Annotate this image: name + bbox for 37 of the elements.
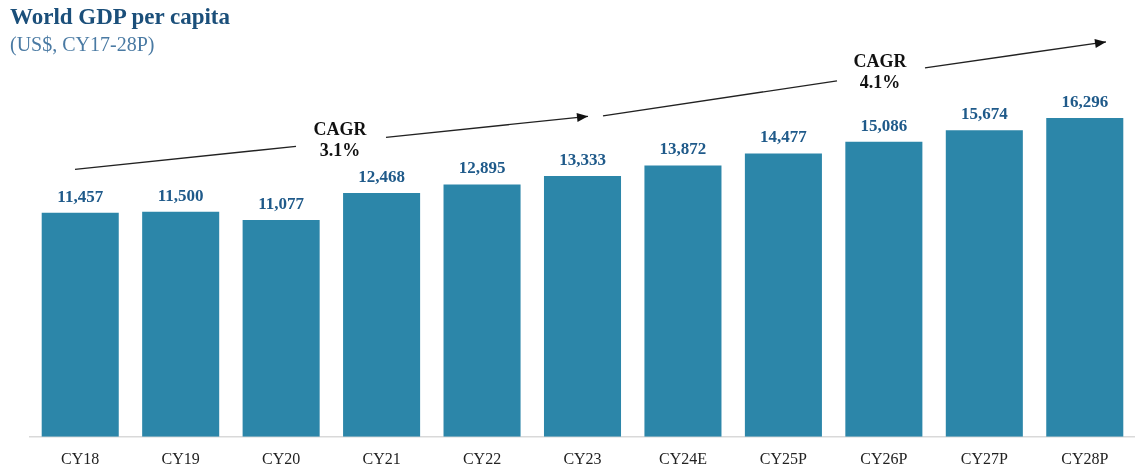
bar <box>1046 118 1124 437</box>
bar <box>945 130 1023 437</box>
data-label: 16,296 <box>1061 91 1109 111</box>
bar <box>845 141 923 437</box>
data-label: 15,674 <box>960 104 1009 124</box>
chart-title: World GDP per capita <box>10 4 230 30</box>
bar <box>142 211 220 437</box>
bar <box>343 192 421 437</box>
data-label: 12,468 <box>358 166 405 186</box>
x-tick-label: CY24E <box>658 449 707 467</box>
bar <box>543 175 622 437</box>
data-label: 13,333 <box>559 149 606 169</box>
x-tick-label: CY25P <box>759 449 808 467</box>
data-label: 12,895 <box>458 158 506 178</box>
x-tick-label: CY19 <box>161 449 200 467</box>
annotation: CAGR 3.1% <box>313 119 367 161</box>
x-tick-label: CY18 <box>61 449 100 467</box>
data-label: 13,872 <box>659 139 707 159</box>
data-label: 11,457 <box>57 186 104 206</box>
data-label: 15,086 <box>860 115 908 135</box>
bar <box>644 165 722 437</box>
x-tick-label: CY22 <box>462 449 502 467</box>
data-label: 14,477 <box>760 127 808 147</box>
bar <box>242 220 320 437</box>
x-tick-label: CY20 <box>262 449 301 467</box>
chart-subtitle: (US$, CY17-28P) <box>10 33 155 56</box>
x-tick-label: CY27P <box>960 449 1008 467</box>
bar <box>744 153 822 437</box>
x-tick-label: CY21 <box>362 449 401 467</box>
data-label: 11,077 <box>258 193 305 213</box>
x-tick-label: CY28P <box>1061 449 1109 467</box>
x-tick-label: CY23 <box>563 449 602 467</box>
data-label: 11,500 <box>157 185 204 205</box>
x-tick-label: CY26P <box>860 449 908 467</box>
bar <box>443 184 521 437</box>
text: CAGR 4.1% <box>853 51 907 93</box>
bar <box>41 212 119 437</box>
